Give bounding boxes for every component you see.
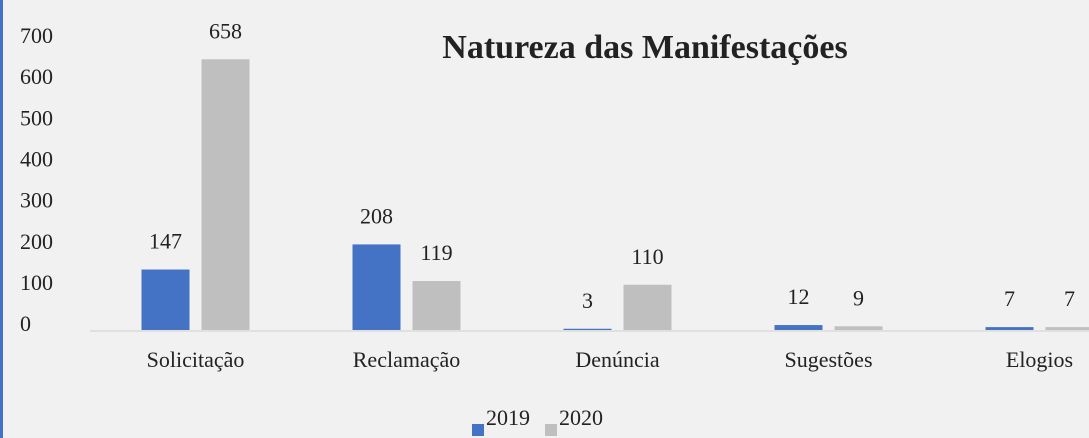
x-tick-label: Elogios [1006, 347, 1073, 372]
legend-swatch [545, 424, 557, 436]
y-tick-label: 400 [20, 146, 53, 171]
x-tick-label: Solicitação [147, 347, 245, 372]
bar [201, 59, 250, 330]
bar [352, 244, 401, 330]
bar [985, 327, 1034, 330]
y-tick-label: 300 [20, 188, 53, 213]
y-tick-label: 100 [20, 270, 53, 295]
data-label: 110 [631, 244, 663, 269]
bar [1045, 327, 1089, 330]
x-tick-label: Sugestões [785, 347, 873, 372]
data-label: 7 [1004, 286, 1015, 311]
data-label: 3 [582, 288, 593, 313]
bar [623, 284, 672, 330]
bar [412, 281, 461, 330]
left-border [0, 0, 3, 438]
bar [141, 269, 190, 330]
x-tick-label: Reclamação [353, 347, 461, 372]
data-label: 658 [209, 18, 242, 43]
y-tick-label: 600 [20, 64, 53, 89]
legend-swatch [472, 424, 484, 436]
y-tick-label: 200 [20, 229, 53, 254]
y-tick-label: 500 [20, 105, 53, 130]
data-label: 7 [1064, 286, 1075, 311]
legend-label: 2019 [486, 405, 530, 430]
bar [774, 325, 823, 330]
legend-label: 2020 [559, 405, 603, 430]
data-label: 208 [360, 203, 393, 228]
chart-title: Natureza das Manifestações [442, 29, 847, 66]
data-label: 12 [788, 284, 810, 309]
y-tick-label: 700 [20, 23, 53, 48]
data-label: 147 [149, 229, 182, 254]
x-tick-label: Denúncia [575, 347, 660, 372]
data-label: 9 [853, 285, 864, 310]
bar [834, 326, 883, 330]
bar [563, 328, 612, 330]
y-tick-label: 0 [20, 311, 31, 336]
data-label: 119 [420, 240, 452, 265]
